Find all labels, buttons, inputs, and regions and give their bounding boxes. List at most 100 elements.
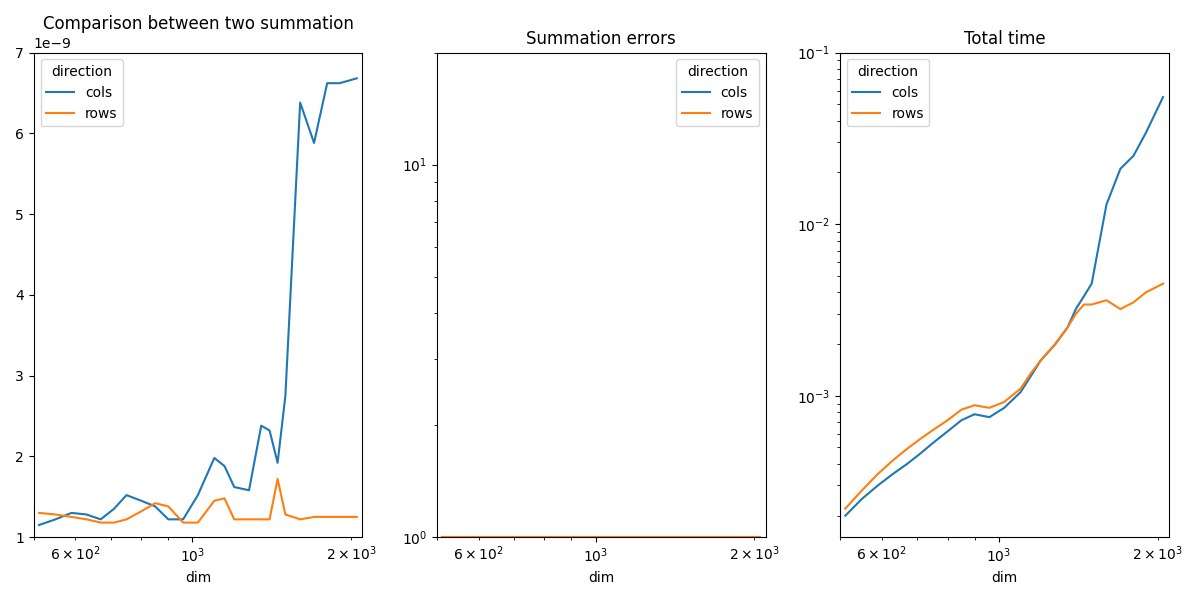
cols bbox=[752, 533, 767, 541]
cols bbox=[94, 516, 108, 523]
cols bbox=[161, 516, 175, 523]
Legend: cols, rows: cols, rows bbox=[41, 59, 124, 127]
cols bbox=[119, 491, 133, 499]
rows bbox=[1069, 310, 1084, 317]
rows bbox=[752, 533, 767, 541]
cols bbox=[710, 533, 725, 541]
rows bbox=[293, 516, 307, 523]
cols bbox=[227, 484, 241, 491]
rows bbox=[838, 505, 852, 512]
rows bbox=[270, 475, 284, 482]
rows bbox=[967, 401, 982, 409]
rows bbox=[65, 514, 79, 521]
cols bbox=[1033, 357, 1048, 364]
cols bbox=[107, 505, 121, 512]
cols bbox=[217, 463, 232, 470]
cols bbox=[434, 533, 449, 541]
rows bbox=[1033, 357, 1048, 364]
cols bbox=[1156, 94, 1170, 101]
rows bbox=[208, 497, 222, 505]
Line: cols: cols bbox=[845, 97, 1163, 515]
Line: rows: rows bbox=[845, 284, 1163, 509]
cols bbox=[176, 516, 191, 523]
cols bbox=[134, 497, 149, 505]
rows bbox=[332, 514, 347, 521]
rows bbox=[538, 533, 552, 541]
cols bbox=[967, 410, 982, 418]
cols bbox=[611, 533, 625, 541]
rows bbox=[551, 533, 565, 541]
cols bbox=[263, 427, 277, 434]
cols bbox=[871, 482, 886, 489]
rows bbox=[1048, 340, 1062, 347]
rows bbox=[79, 516, 94, 523]
rows bbox=[176, 519, 191, 526]
cols bbox=[580, 533, 594, 541]
cols bbox=[278, 392, 293, 400]
rows bbox=[451, 533, 466, 541]
cols bbox=[997, 404, 1012, 412]
rows bbox=[630, 533, 644, 541]
rows bbox=[349, 514, 364, 521]
rows bbox=[217, 495, 232, 502]
rows bbox=[1061, 324, 1075, 331]
cols bbox=[307, 139, 322, 146]
rows bbox=[682, 533, 696, 541]
cols bbox=[1139, 130, 1153, 137]
rows bbox=[278, 511, 293, 518]
cols bbox=[270, 459, 284, 466]
rows bbox=[148, 500, 162, 507]
rows bbox=[434, 533, 449, 541]
rows bbox=[871, 470, 886, 478]
cols bbox=[551, 533, 565, 541]
rows bbox=[1024, 370, 1038, 377]
rows bbox=[913, 436, 928, 443]
cols bbox=[564, 533, 578, 541]
rows bbox=[1139, 289, 1153, 296]
cols bbox=[1024, 373, 1038, 380]
cols bbox=[658, 533, 672, 541]
cols bbox=[682, 533, 696, 541]
rows bbox=[724, 533, 738, 541]
rows bbox=[854, 487, 869, 494]
cols bbox=[79, 511, 94, 518]
cols bbox=[982, 413, 996, 421]
cols bbox=[1114, 165, 1128, 172]
cols bbox=[736, 533, 750, 541]
Title: Total time: Total time bbox=[964, 30, 1045, 48]
rows bbox=[242, 516, 257, 523]
cols bbox=[854, 496, 869, 503]
cols bbox=[320, 80, 335, 87]
cols bbox=[538, 533, 552, 541]
rows bbox=[119, 516, 133, 523]
cols bbox=[1085, 280, 1099, 287]
rows bbox=[982, 404, 996, 412]
cols bbox=[32, 521, 47, 529]
rows bbox=[191, 519, 205, 526]
Line: rows: rows bbox=[40, 479, 356, 523]
cols bbox=[242, 487, 257, 494]
cols bbox=[900, 460, 914, 467]
rows bbox=[696, 533, 710, 541]
rows bbox=[611, 533, 625, 541]
X-axis label: dim: dim bbox=[185, 571, 211, 585]
rows bbox=[673, 533, 688, 541]
cols bbox=[468, 533, 482, 541]
cols bbox=[1069, 305, 1084, 313]
rows bbox=[580, 533, 594, 541]
rows bbox=[886, 457, 900, 464]
X-axis label: dim: dim bbox=[588, 571, 614, 585]
cols bbox=[954, 416, 968, 424]
rows bbox=[32, 509, 47, 517]
Legend: cols, rows: cols, rows bbox=[847, 59, 929, 127]
cols bbox=[1061, 324, 1075, 331]
cols bbox=[1013, 388, 1027, 395]
rows bbox=[263, 516, 277, 523]
rows bbox=[658, 533, 672, 541]
cols bbox=[724, 533, 738, 541]
rows bbox=[954, 406, 968, 413]
rows bbox=[468, 533, 482, 541]
cols bbox=[510, 533, 524, 541]
rows bbox=[482, 533, 497, 541]
rows bbox=[1013, 385, 1027, 392]
